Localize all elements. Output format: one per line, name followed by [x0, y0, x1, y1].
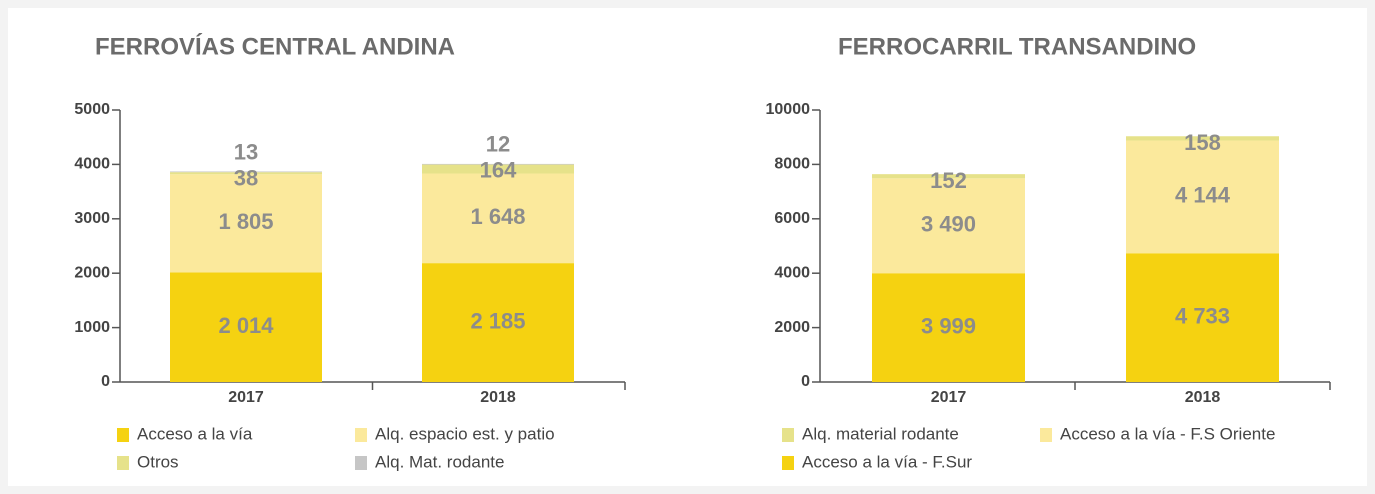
value-label: 4 733	[1175, 303, 1230, 328]
bar-segment	[1126, 140, 1279, 254]
bar-segment	[422, 173, 574, 264]
bar-segment	[872, 174, 1025, 179]
bar-segment	[170, 171, 322, 173]
bar-segment	[422, 263, 574, 382]
legend-swatch	[1040, 428, 1052, 442]
legend-label: Acceso a la vía - F.Sur	[802, 452, 972, 471]
y-tick-label: 0	[101, 373, 110, 390]
bar-segment	[872, 178, 1025, 274]
bar-segment	[170, 174, 322, 273]
legend-swatch	[117, 428, 129, 442]
bar-segment	[170, 172, 322, 175]
y-tick-label: 3000	[74, 210, 110, 227]
bar-segment	[422, 164, 574, 174]
value-label: 13	[234, 139, 258, 164]
x-tick-label: 2017	[228, 389, 264, 406]
value-label: 158	[1184, 130, 1221, 155]
value-label: 2 185	[470, 308, 525, 333]
y-tick-label: 5000	[74, 101, 110, 118]
legend-swatch	[355, 428, 367, 442]
y-tick-label: 1000	[74, 319, 110, 336]
x-tick-label: 2017	[931, 389, 967, 406]
value-label: 4 144	[1175, 183, 1231, 208]
bar-segment	[1126, 136, 1279, 141]
value-label: 3 999	[921, 313, 976, 338]
legend-label: Acceso a la vía	[137, 424, 253, 443]
value-label: 164	[480, 158, 517, 183]
bar-segment	[872, 273, 1025, 382]
bar-segment	[170, 272, 322, 382]
y-tick-label: 2000	[774, 319, 810, 336]
y-tick-label: 2000	[74, 264, 110, 281]
legend-label: Alq. espacio est. y patio	[375, 424, 555, 443]
value-label: 3 490	[921, 212, 976, 237]
legend-swatch	[782, 456, 794, 470]
x-tick-label: 2018	[480, 389, 516, 406]
x-tick-label: 2018	[1185, 389, 1221, 406]
legend-swatch	[782, 428, 794, 442]
chart-title: FERROCARRIL TRANSANDINO	[838, 33, 1196, 60]
legend-label: Alq. material rodante	[802, 424, 959, 443]
value-label: 1 805	[218, 209, 273, 234]
legend-label: Acceso a la vía - F.S Oriente	[1060, 424, 1275, 443]
y-tick-label: 8000	[774, 156, 810, 173]
y-tick-label: 6000	[774, 210, 810, 227]
value-label: 38	[234, 165, 258, 190]
legend-label: Alq. Mat. rodante	[375, 452, 504, 471]
y-tick-label: 4000	[774, 264, 810, 281]
y-tick-label: 10000	[766, 101, 811, 118]
y-tick-label: 0	[801, 373, 810, 390]
legend-label: Otros	[137, 452, 179, 471]
value-label: 152	[930, 168, 967, 193]
legend-swatch	[355, 456, 367, 470]
legend-swatch	[117, 456, 129, 470]
value-label: 1 648	[470, 204, 525, 229]
bar-segment	[422, 163, 574, 165]
y-tick-label: 4000	[74, 156, 110, 173]
value-label: 2 014	[218, 313, 274, 338]
chart-title: FERROVÍAS CENTRAL ANDINA	[95, 32, 455, 60]
bar-segment	[1126, 253, 1279, 382]
value-label: 12	[486, 132, 510, 157]
